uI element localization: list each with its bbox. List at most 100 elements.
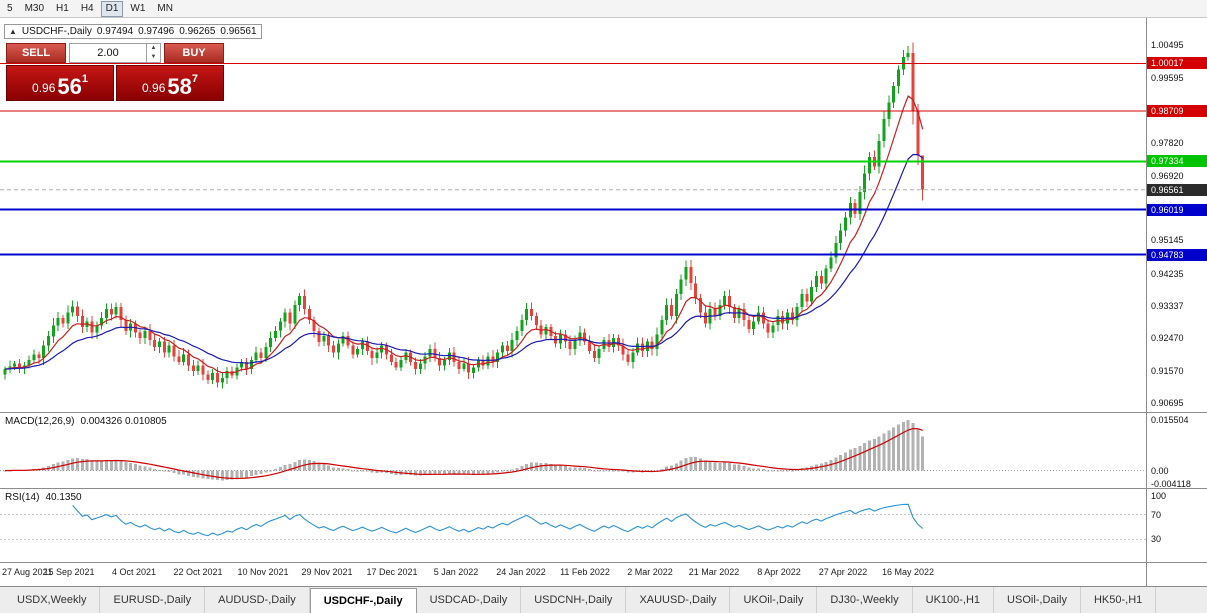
macd-histogram — [3, 420, 925, 481]
macd-panel — [0, 420, 1146, 481]
volume-stepper[interactable]: ▲ ▼ — [146, 44, 160, 62]
rsi-indicator-label: RSI(14) 40.1350 — [5, 492, 82, 503]
low-price: 0.96265 — [179, 26, 216, 37]
main-price-chart[interactable] — [0, 18, 1146, 412]
sell-price-point: 1 — [81, 73, 88, 85]
volume-down-icon[interactable]: ▼ — [150, 54, 157, 60]
buy-price-display[interactable]: 0.96 58 7 — [116, 65, 224, 101]
price-axis-label: 0.93337 — [1151, 301, 1184, 311]
date-label: 15 Sep 2021 — [43, 567, 95, 577]
sell-price-display[interactable]: 0.96 56 1 — [6, 65, 114, 101]
macd-name: MACD(12,26,9) — [5, 416, 75, 427]
chart-tab-usdchf-daily[interactable]: USDCHF-,Daily — [309, 588, 417, 613]
price-axis-label: 0.90695 — [1151, 398, 1184, 408]
price-axis-tag: 0.96019 — [1147, 204, 1207, 216]
macd-values: 0.004326 0.010805 — [80, 416, 167, 427]
time-axis[interactable]: 27 Aug 2021 15 Sep 2021 4 Oct 2021 22 Oct 2… — [0, 562, 1146, 586]
chart-window: 1.00495 1.00017 0.99595 0.98709 0.97820 0.973… — [0, 18, 1207, 586]
volume-up-icon[interactable]: ▲ — [150, 45, 157, 51]
date-label: 27 Aug 2021 — [2, 567, 53, 577]
timeframe-button-w1[interactable]: W1 — [130, 2, 146, 14]
price-axis-label: 0.94235 — [1151, 269, 1184, 279]
date-label: 10 Nov 2021 — [237, 567, 289, 577]
date-label: 21 Mar 2022 — [688, 567, 740, 577]
rsi-axis-label: 70 — [1151, 510, 1162, 520]
price-axis-label: 0.92470 — [1151, 333, 1184, 343]
price-axis-label: 0.91570 — [1151, 366, 1184, 376]
price-axis-label: 0.96920 — [1151, 171, 1184, 181]
high-price: 0.97496 — [138, 26, 175, 37]
rsi-value: 40.1350 — [45, 492, 82, 503]
chart-tab-audusd-daily[interactable]: AUDUSD-,Daily — [205, 587, 310, 613]
buy-button[interactable]: BUY — [164, 43, 224, 63]
price-axis-tag: 0.96561 — [1147, 184, 1207, 196]
macd-axis-label: 0.015504 — [1151, 415, 1189, 425]
price-axis[interactable]: 1.00495 1.00017 0.99595 0.98709 0.97820 0.973… — [1146, 18, 1207, 586]
price-axis-label: 0.97820 — [1151, 138, 1184, 148]
panel-separator — [0, 412, 1207, 413]
buy-price-point: 7 — [191, 73, 198, 85]
volume-value[interactable]: 2.00 — [97, 47, 119, 59]
chart-tab-usdcad-daily[interactable]: USDCAD-,Daily — [417, 587, 522, 613]
chart-tab-usdx-weekly[interactable]: USDX,Weekly — [4, 587, 101, 613]
price-axis-tag: 0.97334 — [1147, 155, 1207, 167]
date-label: 16 May 2022 — [881, 567, 935, 577]
timeframe-button-d1[interactable]: D1 — [100, 0, 124, 17]
chart-tab-eurusd-daily[interactable]: EURUSD-,Daily — [100, 587, 206, 613]
rsi-axis-label: 30 — [1151, 534, 1162, 544]
chart-tab-hk50-h1[interactable]: HK50-,H1 — [1081, 587, 1157, 613]
panel-separator — [0, 562, 1207, 563]
ohlc-info-box: ▲ USDCHF-,Daily 0.97494 0.97496 0.96265 … — [4, 24, 262, 39]
date-label: 17 Dec 2021 — [366, 567, 418, 577]
chart-tab-uk100-h1[interactable]: UK100-,H1 — [913, 587, 995, 613]
close-price: 0.96561 — [220, 26, 257, 37]
sell-price-pips: 56 — [57, 74, 82, 99]
date-label: 8 Apr 2022 — [757, 567, 801, 577]
buy-price-prefix: 0.96 — [142, 81, 166, 95]
timeframe-button-h1[interactable]: H1 — [56, 2, 69, 14]
timeframe-button-mn[interactable]: MN — [157, 2, 173, 14]
date-label: 29 Nov 2021 — [301, 567, 353, 577]
sell-price-prefix: 0.96 — [32, 81, 56, 95]
chart-tab-xauusd-daily[interactable]: XAUUSD-,Daily — [626, 587, 731, 613]
price-axis-tag: 0.94783 — [1147, 249, 1207, 261]
volume-input[interactable]: 2.00 ▲ ▼ — [69, 43, 161, 63]
ma-fast-line — [4, 95, 924, 374]
price-axis-label: 0.99595 — [1151, 73, 1184, 83]
chart-tab-bar: USDX,Weekly EURUSD-,Daily AUDUSD-,Daily USD… — [0, 586, 1207, 613]
sell-button[interactable]: SELL — [6, 43, 66, 63]
rsi-panel — [0, 503, 1146, 540]
chart-tab-usoil-daily[interactable]: USOil-,Daily — [994, 587, 1081, 613]
chart-tab-dj30-weekly[interactable]: DJ30-,Weekly — [817, 587, 913, 613]
macd-axis-label: 0.00 — [1151, 466, 1169, 476]
buy-price-pips: 58 — [167, 74, 192, 99]
date-label: 5 Jan 2022 — [433, 567, 479, 577]
date-label: 11 Feb 2022 — [560, 567, 610, 577]
price-axis-label: 1.00495 — [1151, 40, 1184, 50]
price-axis-label: 0.95145 — [1151, 235, 1184, 245]
rsi-axis-label: 100 — [1151, 491, 1167, 501]
open-price: 0.97494 — [96, 26, 134, 37]
timeframe-button-5[interactable]: 5 — [7, 2, 13, 14]
macd-indicator-label: MACD(12,26,9) 0.004326 0.010805 — [5, 416, 167, 427]
rsi-name: RSI(14) — [5, 492, 40, 503]
date-label: 4 Oct 2021 — [111, 567, 157, 577]
timeframe-button-m30[interactable]: M30 — [24, 2, 45, 14]
chart-tab-ukoil-daily[interactable]: UKOil-,Daily — [730, 587, 818, 613]
timeframe-button-h4[interactable]: H4 — [80, 2, 94, 14]
chart-tab-usdcnh-daily[interactable]: USDCNH-,Daily — [521, 587, 627, 613]
macd-axis-label: -0.004118 — [1151, 479, 1191, 489]
date-label: 2 Mar 2022 — [627, 567, 673, 577]
panel-separator — [0, 488, 1207, 489]
one-click-toggle-icon[interactable]: ▲ — [9, 27, 17, 36]
date-label: 22 Oct 2021 — [173, 567, 223, 577]
one-click-trading-panel: SELL 2.00 ▲ ▼ BUY 0.96 56 1 0.96 58 7 — [6, 43, 224, 101]
date-label: 27 Apr 2022 — [818, 567, 868, 577]
timeframe-toolbar: 5 M30 H1 H4 D1 W1 MN — [0, 0, 1207, 18]
ma-slow-line — [4, 153, 924, 370]
symbol-name: USDCHF-,Daily — [21, 26, 92, 37]
date-label: 24 Jan 2022 — [496, 567, 546, 577]
macd-signal-line — [4, 427, 923, 480]
price-axis-tag: 1.00017 — [1147, 57, 1207, 69]
price-axis-tag: 0.98709 — [1147, 105, 1207, 117]
